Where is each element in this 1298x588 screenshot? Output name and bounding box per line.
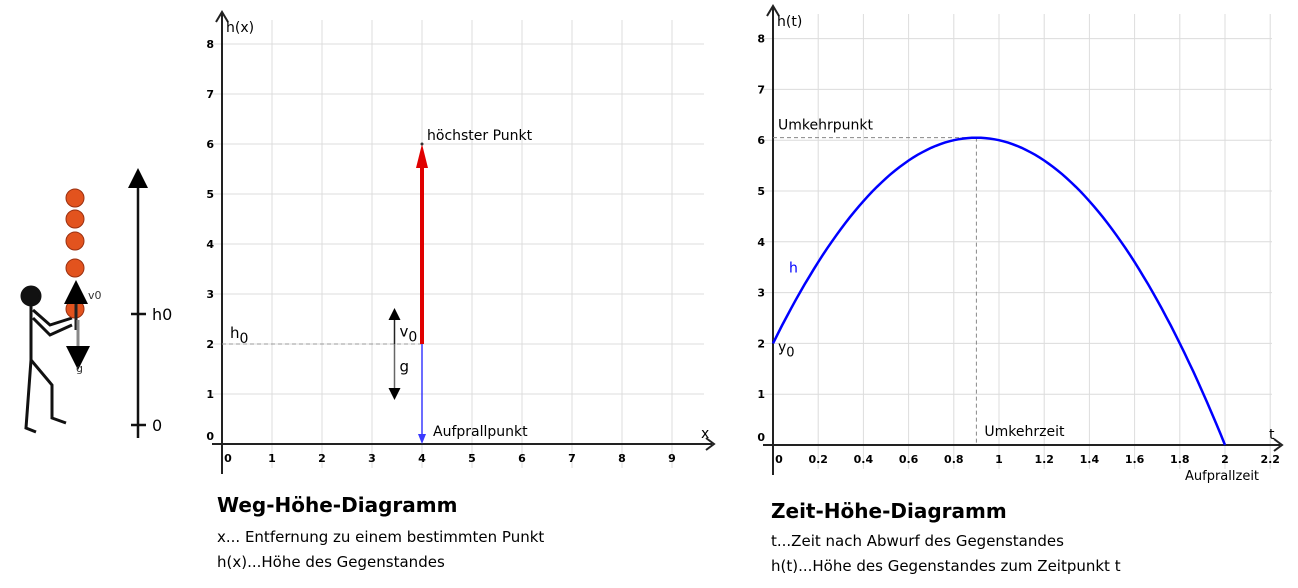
y-tick-label: 7 bbox=[206, 88, 214, 101]
x-tick-label: 2.2 bbox=[1260, 453, 1280, 466]
x-tick-label: 0.2 bbox=[808, 453, 828, 466]
y-tick-label: 1 bbox=[757, 388, 765, 401]
x-tick-label: 0.6 bbox=[899, 453, 919, 466]
weg-chart-desc-h: h(x)...Höhe des Gegenstandes bbox=[217, 553, 445, 571]
curve-label: h bbox=[789, 260, 798, 276]
y-tick-label: 7 bbox=[757, 83, 765, 96]
y-tick-label: 2 bbox=[206, 338, 214, 351]
x-tick-label: 1 bbox=[995, 453, 1003, 466]
x-tick-label: 0 bbox=[224, 452, 232, 465]
x-tick-label: 0 bbox=[775, 453, 783, 466]
x-tick-label: 1.8 bbox=[1170, 453, 1190, 466]
g-label: g bbox=[76, 362, 83, 375]
y-tick-label: 4 bbox=[757, 236, 765, 249]
zeit-chart-desc-h: h(t)...Höhe des Gegenstandes zum Zeitpun… bbox=[771, 557, 1121, 575]
y-tick-label: 8 bbox=[206, 38, 214, 51]
y-tick-label: 5 bbox=[206, 188, 214, 201]
x-tick-label: 9 bbox=[668, 452, 676, 465]
x-tick-label: 3 bbox=[368, 452, 376, 465]
zeit-hoehe-chart: 0 0.2 0.4 0.6 0.8 1 1.2 1.4 1.6 1.8 2 2.2 0 1 2 3 4 5 6 7 8 t… bbox=[757, 4, 1284, 484]
impact-point-label: Aufprallpunkt bbox=[433, 424, 528, 440]
x-axis-label: x bbox=[701, 426, 709, 442]
x-axis-arrow-icon bbox=[1273, 438, 1284, 452]
x-tick-label: 8 bbox=[618, 452, 626, 465]
impact-time-label: Aufprallzeit bbox=[1185, 469, 1259, 484]
x-axis-label: t bbox=[1269, 427, 1275, 443]
y-tick-label: 3 bbox=[206, 288, 214, 301]
v0-label: v0 bbox=[88, 289, 102, 302]
x-tick-label: 2 bbox=[1221, 453, 1229, 466]
zeit-chart-desc-t: t...Zeit nach Abwurf des Gegenstandes bbox=[771, 532, 1064, 550]
y-tick-label: 2 bbox=[757, 337, 765, 350]
thrower-illustration: v0 g h0 0 bbox=[20, 168, 172, 438]
zero-label: 0 bbox=[152, 416, 162, 435]
x-tick-label: 5 bbox=[468, 452, 476, 465]
x-tick-label: 1.6 bbox=[1125, 453, 1145, 466]
weg-chart-title: Weg-Höhe-Diagramm bbox=[217, 493, 458, 517]
y-tick-label: 8 bbox=[757, 33, 765, 46]
y-axis-label: h(x) bbox=[226, 20, 254, 36]
zeit-chart-title: Zeit-Höhe-Diagramm bbox=[771, 499, 1007, 523]
y-axis-arrow-icon bbox=[766, 4, 780, 17]
x-tick-label: 1.4 bbox=[1080, 453, 1100, 466]
x-tick-label: 6 bbox=[518, 452, 526, 465]
weg-chart-desc-x: x... Entfernung zu einem bestimmten Punk… bbox=[217, 528, 545, 546]
x-tick-label: 1 bbox=[268, 452, 276, 465]
y-tick-label: 6 bbox=[757, 134, 765, 147]
y-tick-label: 0 bbox=[757, 431, 765, 444]
g-label: g bbox=[400, 358, 410, 376]
x-tick-label: 1.2 bbox=[1034, 453, 1054, 466]
y0-label: y0 bbox=[778, 339, 795, 360]
y-tick-label: 3 bbox=[757, 287, 765, 300]
x-tick-label: 4 bbox=[418, 452, 426, 465]
y-tick-label: 4 bbox=[206, 238, 214, 251]
x-axis-arrow-icon bbox=[705, 437, 716, 451]
y-axis-label: h(t) bbox=[777, 14, 802, 30]
x-tick-label: 0.4 bbox=[854, 453, 874, 466]
x-tick-label: 7 bbox=[568, 452, 576, 465]
top-point bbox=[420, 142, 424, 146]
x-tick-label: 2 bbox=[318, 452, 326, 465]
y-tick-label: 6 bbox=[206, 138, 214, 151]
x-tick-label: 0.8 bbox=[944, 453, 964, 466]
height-curve bbox=[771, 136, 1227, 446]
top-point-label: höchster Punkt bbox=[427, 128, 533, 144]
h0-label: h0 bbox=[152, 305, 172, 324]
y-tick-label: 5 bbox=[757, 185, 765, 198]
rise-arrowhead-icon bbox=[416, 144, 428, 168]
ball-positions bbox=[65, 188, 85, 319]
fall-arrowhead-icon bbox=[418, 434, 426, 444]
peak-time-label: Umkehrzeit bbox=[984, 424, 1065, 440]
peak-label: Umkehrpunkt bbox=[778, 118, 873, 134]
v0-label: v0 bbox=[400, 323, 418, 346]
stick-figure bbox=[20, 285, 73, 434]
y-tick-label: 0 bbox=[206, 430, 214, 443]
y-axis-arrow-icon bbox=[215, 10, 229, 23]
y-tick-label: 1 bbox=[206, 388, 214, 401]
